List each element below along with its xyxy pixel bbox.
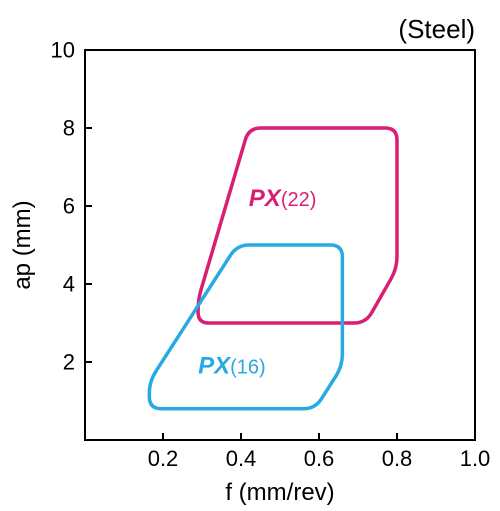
y-tick-label: 2 <box>63 350 75 375</box>
x-tick-label: 0.2 <box>148 446 179 471</box>
chart-svg: 0.2 0.4 0.6 0.8 1.0 2 4 6 8 10 f (mm/rev) ap (mm) (S… <box>0 0 500 511</box>
x-tick-label: 1.0 <box>460 446 491 471</box>
label-px16: PX(16) <box>198 353 266 380</box>
y-tick-label: 4 <box>63 272 75 297</box>
y-tick-label: 6 <box>63 194 75 219</box>
x-axis-label: f (mm/rev) <box>225 479 334 506</box>
label-px22: PX(22) <box>249 185 317 212</box>
y-tick-label: 10 <box>51 38 75 63</box>
y-tick-label: 8 <box>63 116 75 141</box>
chart-container: 0.2 0.4 0.6 0.8 1.0 2 4 6 8 10 f (mm/rev) ap (mm) (S… <box>0 0 500 511</box>
x-tick-label: 0.6 <box>304 446 335 471</box>
x-tick-label: 0.8 <box>382 446 413 471</box>
x-tick-label: 0.4 <box>226 446 257 471</box>
y-axis-label: ap (mm) <box>9 200 36 289</box>
material-label: (Steel) <box>398 14 475 44</box>
